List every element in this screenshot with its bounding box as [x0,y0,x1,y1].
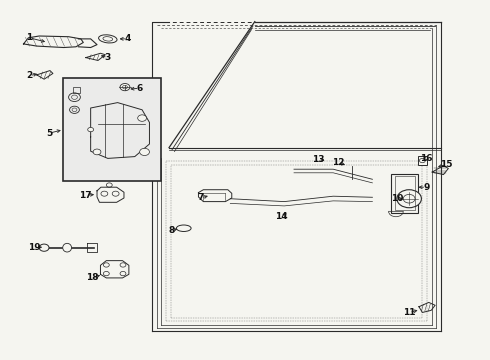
Circle shape [88,127,94,132]
Circle shape [120,263,126,267]
Circle shape [101,191,108,196]
Circle shape [39,244,49,251]
Bar [395,176,415,210]
Text: 19: 19 [28,243,41,252]
Bar [391,174,418,213]
Text: 9: 9 [423,183,430,192]
Text: 12: 12 [332,158,344,167]
Ellipse shape [63,243,72,252]
Text: 17: 17 [79,191,92,199]
Bar [73,87,80,93]
Text: 4: 4 [124,34,131,43]
Circle shape [120,84,130,91]
Text: 2: 2 [26,71,32,80]
Text: 15: 15 [440,161,452,169]
Bar [63,78,161,181]
Text: 10: 10 [391,194,403,203]
Text: 8: 8 [169,226,174,235]
Circle shape [103,271,109,276]
Bar [418,156,427,165]
Circle shape [103,263,109,267]
Circle shape [112,191,119,196]
Text: 14: 14 [275,212,288,221]
Text: 3: 3 [105,53,111,62]
Text: 6: 6 [137,84,143,93]
Text: 1: 1 [26,33,32,42]
Text: 18: 18 [86,274,98,282]
Circle shape [140,148,149,156]
Text: 16: 16 [420,154,433,163]
Circle shape [397,190,421,208]
Text: 5: 5 [46,129,52,138]
Text: 7: 7 [197,194,204,202]
Text: 13: 13 [312,154,325,163]
Ellipse shape [176,225,191,231]
Text: 11: 11 [403,308,416,317]
Circle shape [120,271,126,276]
Circle shape [138,115,147,121]
Circle shape [93,149,101,155]
